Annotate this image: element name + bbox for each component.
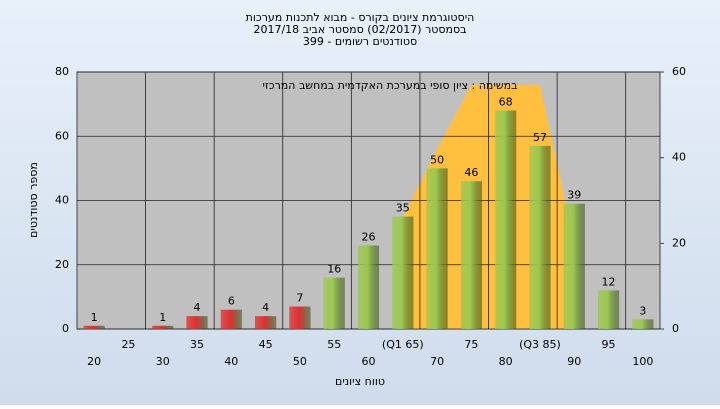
bar — [392, 216, 414, 329]
chart-subtitle: סטודנטים רשומים - 399 — [303, 35, 417, 48]
bar — [495, 110, 517, 329]
x-tick-label: 45 — [259, 338, 273, 351]
y2-tick-label: 60 — [672, 65, 686, 78]
data-label: 3 — [639, 304, 646, 317]
data-label: 50 — [430, 153, 444, 166]
x-tick-label: 90 — [567, 355, 581, 368]
x-tick-label: 20 — [87, 355, 101, 368]
bar — [289, 306, 311, 329]
data-label: 16 — [327, 263, 341, 276]
data-label: 6 — [228, 295, 235, 308]
y-tick-label: 60 — [55, 129, 69, 142]
x-tick-label: (Q3 85) — [519, 338, 561, 351]
x-axis-label: טווח ציונים — [335, 375, 385, 388]
bar — [357, 245, 380, 329]
x-tick-label: 100 — [632, 355, 653, 368]
x-tick-label: 55 — [327, 338, 341, 351]
x-tick-label: 70 — [430, 355, 444, 368]
data-label: 4 — [194, 301, 201, 314]
x-tick-label: 35 — [190, 338, 204, 351]
bar — [460, 181, 483, 329]
data-label: 35 — [396, 202, 410, 215]
bar — [220, 309, 242, 329]
bar — [152, 325, 174, 329]
y-tick-label: 80 — [55, 65, 69, 78]
chart-subtitle: בסמסטר (02/2017) סמסטר אביב 2017/18 — [253, 23, 466, 36]
bar — [323, 277, 345, 329]
data-label: 1 — [159, 311, 166, 324]
x-tick-label: 40 — [224, 355, 238, 368]
annotation: במשימה : ציון סופי במערכת האקדמית במחשב … — [263, 79, 518, 92]
x-tick-label: 75 — [464, 338, 478, 351]
x-tick-label: 60 — [362, 355, 376, 368]
data-label: 68 — [499, 96, 513, 109]
data-label: 12 — [602, 275, 616, 288]
bar — [254, 316, 277, 329]
y2-tick-label: 40 — [672, 151, 686, 164]
bar — [83, 325, 105, 329]
x-tick-label: (Q1 65) — [382, 338, 424, 351]
data-label: 1 — [91, 311, 98, 324]
data-label: 39 — [567, 189, 581, 202]
bar — [186, 316, 208, 329]
bar — [426, 168, 448, 329]
x-tick-label: 30 — [156, 355, 170, 368]
data-label: 57 — [533, 131, 547, 144]
y-tick-label: 0 — [62, 322, 69, 335]
bar — [529, 145, 551, 329]
x-tick-label: 25 — [121, 338, 135, 351]
y2-tick-label: 0 — [672, 322, 679, 335]
y-tick-label: 40 — [55, 194, 69, 207]
y2-tick-label: 20 — [672, 236, 686, 249]
x-tick-label: 80 — [499, 355, 513, 368]
x-tick-label: 95 — [602, 338, 616, 351]
data-label: 26 — [362, 230, 376, 243]
bar — [563, 203, 585, 329]
data-label: 4 — [262, 301, 269, 314]
y-tick-label: 20 — [55, 258, 69, 271]
data-label: 7 — [296, 292, 303, 305]
data-label: 46 — [464, 166, 478, 179]
chart-title: היסטוגרמת ציונים בקורס - מבוא לתכנות מער… — [246, 11, 475, 24]
x-tick-label: 50 — [293, 355, 307, 368]
bar — [632, 319, 654, 329]
bar — [597, 290, 620, 329]
y-axis-label: מספר סטודנטים — [27, 162, 40, 238]
